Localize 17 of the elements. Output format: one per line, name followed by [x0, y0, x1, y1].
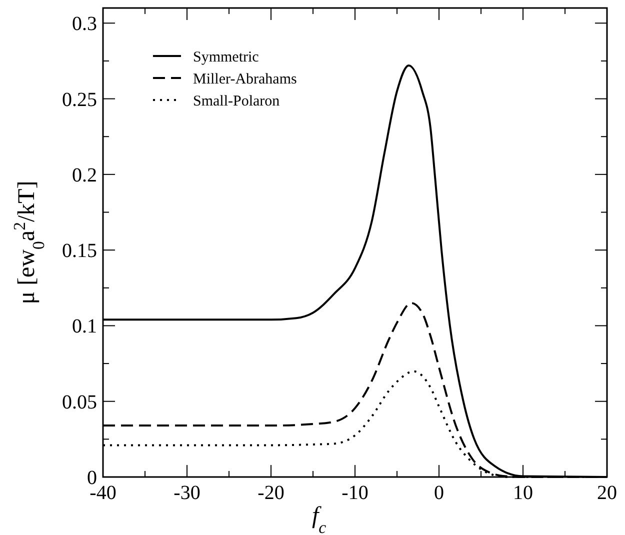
- legend-label: Symmetric: [193, 49, 260, 66]
- x-tick-label: -20: [258, 482, 284, 504]
- x-tick-label: 0: [434, 482, 444, 504]
- x-tick-label: -30: [174, 482, 200, 504]
- y-tick-label: 0.1: [72, 316, 97, 338]
- y-tick-label: 0.15: [62, 240, 97, 262]
- y-tick-label: 0.05: [62, 391, 97, 414]
- x-tick-label: 10: [513, 482, 533, 504]
- y-tick-label: 0.3: [72, 13, 97, 36]
- x-tick-label: 20: [597, 482, 617, 504]
- legend-label: Small-Polaron: [193, 93, 280, 110]
- y-tick-label: 0.25: [62, 88, 97, 111]
- y-tick-label: 0: [87, 467, 97, 489]
- y-tick-label: 0.2: [72, 164, 97, 186]
- x-axis-title: f$_{c}$: [312, 503, 327, 535]
- legend-label: Miller-Abrahams: [193, 71, 297, 88]
- x-tick-label: -10: [342, 482, 368, 504]
